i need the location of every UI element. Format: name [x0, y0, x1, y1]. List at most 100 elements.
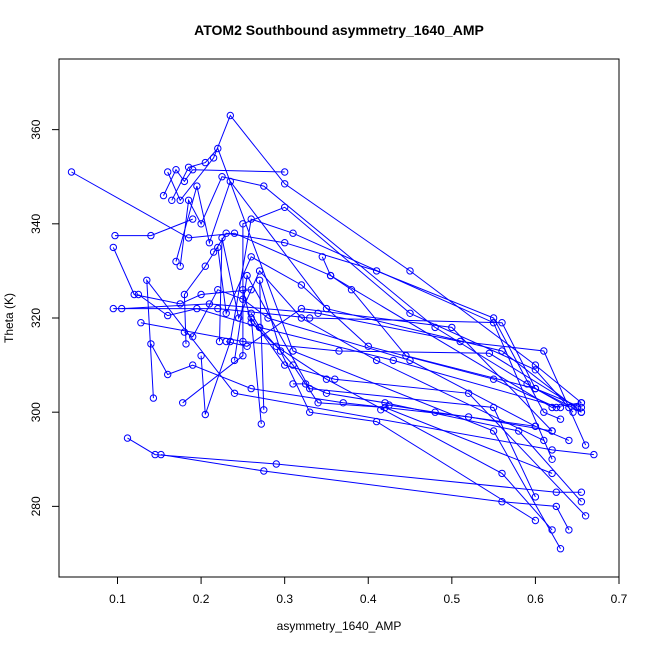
series-line	[167, 114, 582, 404]
series-1	[67, 168, 586, 412]
series-3	[111, 215, 197, 240]
data-point	[222, 309, 230, 317]
data-point	[322, 375, 331, 383]
data-point	[531, 384, 540, 393]
series-line	[121, 303, 587, 446]
data-point	[243, 271, 251, 280]
series-line	[179, 176, 570, 408]
series-line	[71, 171, 582, 409]
data-point	[556, 415, 565, 423]
series-19	[179, 203, 577, 416]
data-point	[184, 234, 193, 242]
data-point	[556, 403, 565, 412]
series-16	[176, 173, 573, 412]
x-tick-label: 0.2	[193, 592, 210, 606]
data-point	[182, 340, 190, 348]
data-point	[577, 403, 586, 412]
data-point	[276, 347, 285, 355]
data-point	[314, 399, 322, 407]
data-point	[247, 384, 255, 393]
data-point	[573, 403, 581, 412]
series-20	[197, 215, 556, 463]
series-line	[182, 206, 574, 413]
data-point	[548, 446, 556, 454]
data-point	[209, 154, 218, 162]
series-line	[112, 247, 252, 305]
data-point	[318, 253, 326, 261]
data-point	[247, 309, 255, 317]
data-point	[406, 309, 414, 317]
data-point	[402, 352, 410, 360]
data-point	[239, 352, 247, 360]
series-line	[183, 232, 561, 420]
data-point	[381, 399, 389, 407]
data-point	[180, 290, 189, 299]
data-point	[347, 286, 356, 294]
data-point	[489, 403, 498, 412]
data-point	[230, 229, 239, 237]
series-line	[115, 218, 193, 237]
series-31	[377, 401, 573, 445]
data-point	[164, 168, 172, 176]
data-point	[540, 436, 548, 445]
data-point	[189, 333, 197, 341]
y-tick-label: 360	[29, 119, 43, 139]
data-point	[548, 427, 556, 435]
data-point	[243, 342, 251, 350]
x-tick-label: 0.6	[527, 592, 544, 606]
series-28	[255, 276, 540, 525]
data-point	[552, 502, 560, 511]
data-point	[281, 203, 289, 212]
x-tick-label: 0.4	[360, 592, 377, 606]
y-tick-label: 280	[29, 496, 43, 516]
series-line	[242, 289, 553, 531]
y-tick-label: 340	[29, 213, 43, 233]
data-point	[255, 276, 264, 284]
series-line	[140, 322, 578, 408]
data-point	[565, 436, 573, 445]
data-point	[176, 262, 184, 270]
data-point	[260, 406, 268, 414]
series-30	[318, 253, 586, 416]
data-point	[498, 469, 506, 478]
data-point	[531, 516, 540, 525]
series-line	[213, 246, 557, 408]
data-point	[247, 314, 255, 322]
data-point	[281, 180, 289, 188]
data-point	[255, 267, 264, 275]
data-point	[515, 427, 523, 435]
data-point	[431, 408, 439, 416]
data-point	[180, 328, 189, 336]
data-point	[118, 304, 126, 313]
data-point	[193, 304, 201, 313]
data-point	[281, 361, 289, 369]
data-point	[205, 239, 214, 247]
data-point	[385, 401, 393, 409]
data-point	[164, 311, 172, 320]
data-point	[531, 361, 540, 369]
data-point	[184, 196, 193, 205]
series-line	[293, 383, 582, 503]
data-point	[239, 220, 247, 228]
data-point	[149, 394, 158, 402]
series-23	[222, 304, 556, 435]
data-point	[157, 450, 165, 459]
data-point	[548, 455, 556, 463]
series-15	[172, 177, 586, 416]
data-point	[123, 434, 132, 442]
data-point	[143, 276, 151, 284]
data-point	[581, 441, 590, 449]
data-point	[289, 347, 297, 355]
series-line	[226, 308, 553, 432]
data-point	[289, 380, 297, 388]
data-point	[556, 545, 565, 553]
data-point	[218, 234, 226, 242]
series-line	[138, 294, 561, 408]
data-point	[281, 239, 289, 247]
data-point	[289, 229, 297, 237]
data-point	[531, 422, 540, 430]
data-point	[314, 309, 322, 317]
data-point	[331, 375, 339, 383]
series-5	[118, 300, 590, 449]
